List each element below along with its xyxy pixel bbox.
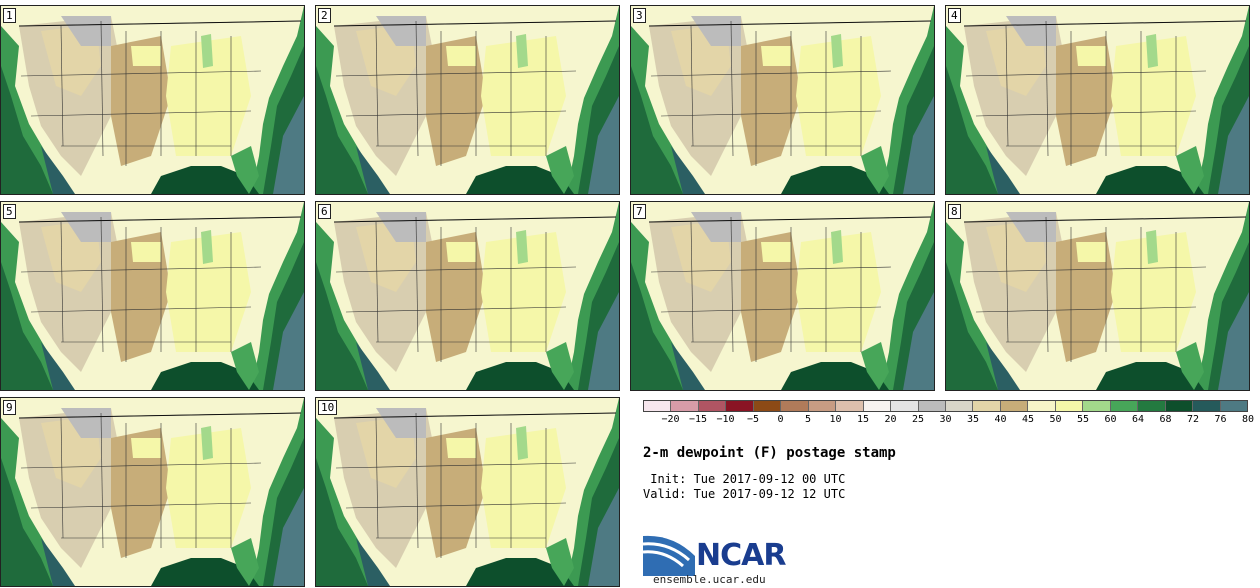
colorbar-tick: −5 (746, 414, 760, 425)
colorbar-swatch (1000, 401, 1029, 411)
colorbar-tick: −20 (661, 414, 680, 425)
colorbar-tick: 20 (884, 414, 897, 425)
colorbar-swatch (1055, 401, 1084, 411)
map-panel: 9 (0, 397, 305, 587)
colorbar-tick: −10 (716, 414, 735, 425)
valid-time: Valid: Tue 2017-09-12 12 UTC (643, 487, 846, 501)
colorbar-swatch (671, 401, 699, 411)
map-panel: 2 (315, 5, 620, 195)
colorbar-tick: 55 (1076, 414, 1090, 425)
init-time: Init: Tue 2017-09-12 00 UTC (643, 472, 846, 486)
chart-title: 2-m dewpoint (F) postage stamp (643, 445, 896, 461)
colorbar-swatch (863, 401, 892, 411)
colorbar-swatch (644, 401, 672, 411)
colorbar (643, 400, 1248, 412)
colorbar-tick: 80 (1241, 414, 1255, 425)
map-panel: 4 (945, 5, 1250, 195)
panel-label: 6 (318, 204, 331, 219)
map-panel: 8 (945, 201, 1250, 391)
colorbar-swatch (1028, 401, 1056, 411)
map-panel: 10 (315, 397, 620, 587)
colorbar-swatch (1220, 401, 1247, 411)
colorbar-swatch (973, 401, 1001, 411)
colorbar-swatch (781, 401, 809, 411)
colorbar-swatch (808, 401, 837, 411)
colorbar-swatch (753, 401, 782, 411)
colorbar-tick: 5 (804, 414, 812, 425)
map-panel: 1 (0, 5, 305, 195)
colorbar-tick: 0 (777, 414, 784, 425)
panel-label: 3 (633, 8, 646, 23)
ncar-logo (643, 535, 695, 576)
panel-label: 1 (3, 8, 16, 23)
colorbar-tick: 60 (1104, 414, 1117, 425)
colorbar-swatch (1083, 401, 1111, 411)
colorbar-tick: 30 (939, 414, 952, 425)
colorbar-tick: 10 (829, 414, 842, 425)
colorbar-swatch (1138, 401, 1166, 411)
colorbar-swatch (1193, 401, 1221, 411)
panel-label: 4 (948, 8, 961, 23)
panel-label: 2 (318, 8, 331, 23)
ncar-logo-text: NCAR (696, 538, 786, 573)
colorbar-swatch (836, 401, 864, 411)
colorbar-swatch (945, 401, 974, 411)
colorbar-tick: 72 (1186, 414, 1200, 425)
colorbar-tick: 50 (1049, 414, 1062, 425)
panel-label: 8 (948, 204, 961, 219)
panel-label: 7 (633, 204, 646, 219)
colorbar-swatch (726, 401, 754, 411)
colorbar-tick: −15 (688, 414, 708, 425)
colorbar-tick: 40 (994, 414, 1007, 425)
colorbar-swatch (698, 401, 727, 411)
source-url: ensemble.ucar.edu (653, 573, 766, 586)
colorbar-tick: 15 (856, 414, 870, 425)
map-panel: 5 (0, 201, 305, 391)
panel-label: 5 (3, 204, 16, 219)
colorbar-swatch (1165, 401, 1194, 411)
colorbar-ticks: −20 −15 −10 −5 0 5 10 15 20 25 30 35 40 45 50 55 60 64 68 7… (643, 414, 1254, 428)
panel-label: 10 (318, 400, 338, 415)
colorbar-tick: 25 (911, 414, 925, 425)
colorbar-swatch (891, 401, 919, 411)
colorbar-tick: 76 (1214, 414, 1227, 425)
colorbar-swatch (918, 401, 946, 411)
colorbar-tick: 35 (966, 414, 980, 425)
colorbar-tick: 68 (1159, 414, 1172, 425)
map-panel: 3 (630, 5, 935, 195)
colorbar-swatch (1110, 401, 1139, 411)
map-panel: 6 (315, 201, 620, 391)
colorbar-tick: 64 (1131, 414, 1145, 425)
panel-label: 9 (3, 400, 16, 415)
colorbar-tick: 45 (1021, 414, 1035, 425)
map-panel: 7 (630, 201, 935, 391)
